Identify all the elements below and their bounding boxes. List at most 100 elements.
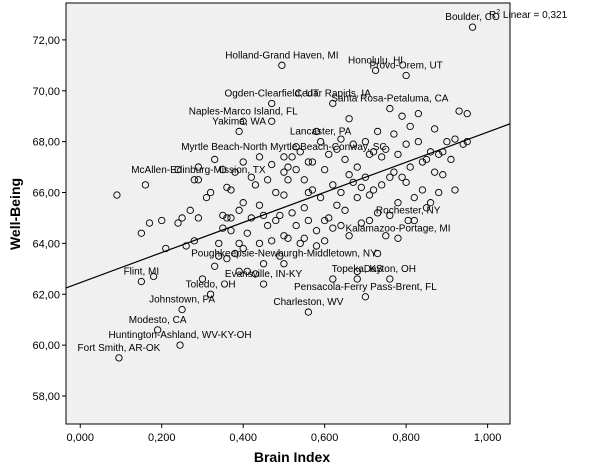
data-point (239, 244, 247, 253)
data-point (223, 183, 231, 192)
data-point (439, 171, 447, 179)
data-point (325, 150, 333, 159)
data-point (137, 229, 146, 237)
data-point (113, 191, 121, 199)
data-point (263, 221, 272, 230)
data-point (280, 191, 288, 199)
data-point (243, 229, 251, 237)
data-point (227, 227, 235, 235)
data-point (202, 193, 211, 202)
data-point (418, 186, 427, 194)
data-point (386, 173, 394, 181)
point-label: Fort Smith, AR-OK (78, 343, 161, 354)
labeled-data-point (268, 99, 276, 108)
point-label: Dayton, OH (364, 264, 416, 275)
data-point (357, 219, 365, 227)
labeled-data-point (402, 71, 410, 80)
x-tick-label: 0,800 (392, 432, 420, 444)
data-point (223, 255, 231, 263)
point-label: Poughkeepsie-Newburgh-Middletown, NY (191, 249, 377, 260)
data-point (300, 176, 308, 184)
data-point (312, 127, 321, 136)
data-point (345, 171, 353, 179)
data-point (268, 117, 276, 125)
data-point (211, 262, 219, 270)
data-point (345, 115, 353, 123)
data-point (288, 209, 296, 217)
point-label: Holland-Grand Haven, MI (225, 50, 338, 61)
data-point (304, 188, 313, 197)
labeled-data-point (371, 66, 380, 75)
data-point (288, 153, 296, 161)
data-point (141, 181, 150, 189)
data-point (402, 178, 410, 186)
point-label: Provo-Orem, UT (369, 60, 442, 71)
data-point (333, 145, 341, 153)
data-point (145, 219, 154, 227)
data-point (426, 199, 435, 207)
data-point (329, 224, 337, 232)
data-point (304, 216, 313, 225)
data-point (337, 135, 345, 143)
data-point (215, 239, 223, 248)
data-point (219, 224, 227, 232)
data-point (227, 214, 235, 222)
data-point (219, 165, 227, 174)
data-point (158, 216, 166, 225)
data-point (316, 193, 325, 202)
data-point (312, 242, 321, 250)
data-point (321, 165, 329, 174)
data-point (422, 155, 431, 164)
y-tick-label: 64,00 (32, 238, 60, 250)
data-point (272, 216, 280, 225)
data-point (353, 193, 361, 202)
data-point (231, 168, 239, 176)
x-tick-label: 0,600 (311, 432, 339, 444)
point-label: Flint, MI (124, 267, 160, 278)
data-point (443, 137, 451, 146)
data-point (251, 181, 260, 189)
data-point (194, 214, 203, 222)
data-point (353, 163, 361, 171)
data-point (235, 267, 243, 276)
data-point (426, 148, 435, 156)
data-point (292, 165, 300, 174)
fit-line-label-superscript: 2 (496, 9, 500, 16)
data-point (308, 158, 317, 166)
data-point (373, 249, 382, 258)
labeled-data-point (137, 277, 146, 286)
labeled-data-point (115, 354, 123, 362)
labeled-data-point (259, 280, 268, 288)
point-label: Evansville, IN-KY (225, 269, 303, 280)
x-tick-label: 0,200 (148, 432, 176, 444)
point-label: Charleston, WV (273, 297, 343, 308)
data-point (174, 165, 182, 174)
data-point (296, 239, 304, 248)
labeled-data-point (194, 176, 203, 184)
data-point (304, 158, 313, 166)
data-point (382, 145, 390, 153)
data-point (312, 227, 321, 235)
y-tick-label: 58,00 (32, 391, 60, 403)
x-axis-label: Brain Index (254, 449, 330, 465)
data-point (272, 188, 280, 197)
data-point (402, 140, 410, 148)
data-point (239, 158, 247, 166)
data-point (341, 155, 349, 164)
data-point (341, 206, 349, 214)
data-point (337, 221, 345, 230)
fit-line-label-value: Linear = 0,321 (500, 10, 567, 21)
data-point (300, 234, 308, 242)
point-labels: Boulder, CO Holland-Grand Haven, MI Honolu… (78, 12, 500, 354)
data-point (215, 252, 223, 260)
y-tick-label: 68,00 (32, 137, 60, 149)
data-point (259, 260, 268, 268)
data-point (329, 181, 337, 189)
data-point (227, 186, 235, 194)
y-tick-label: 72,00 (32, 35, 60, 47)
plot-area (65, 2, 511, 425)
data-point (410, 193, 418, 202)
data-point (361, 173, 370, 181)
data-point (284, 176, 292, 184)
x-tick-label: 0,000 (66, 432, 94, 444)
